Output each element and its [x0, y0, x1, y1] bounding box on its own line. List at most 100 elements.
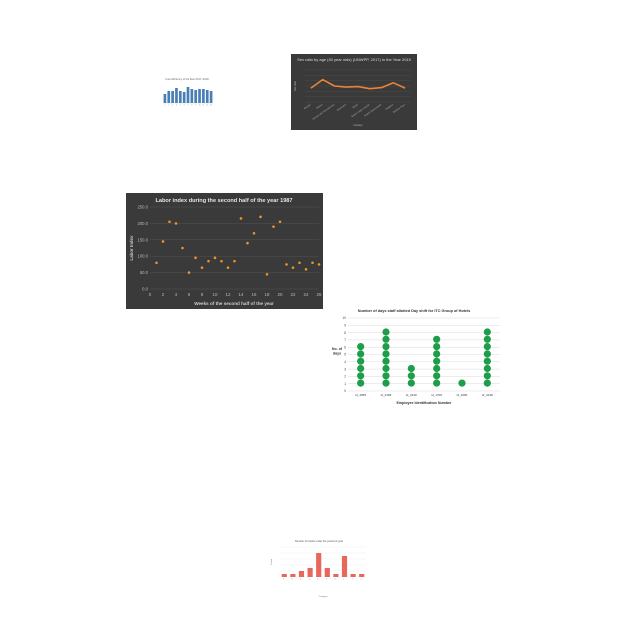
data-point: [317, 263, 321, 266]
y-tick-label: 0.0: [142, 287, 148, 292]
y-tick-label: 5: [344, 353, 346, 357]
bar: [171, 91, 174, 103]
x-tick-label: 4: [176, 105, 177, 107]
chart-fuel-efficiency-svg: Fuel efficiency of the fleet 2017–2018 1 2…: [157, 76, 217, 112]
x-tick-label: id_3055: [355, 393, 366, 397]
chart-title: Labor index during the second half of th…: [155, 198, 292, 204]
chart-fossils: Number of fossils under the period of ye…: [268, 537, 370, 600]
data-point: [207, 259, 210, 263]
chart-labor-index: Labor index during the second half of th…: [126, 193, 323, 309]
data-point: [265, 272, 269, 276]
x-tick-label: 7: [188, 105, 189, 107]
bar: [167, 91, 171, 103]
bar: [198, 89, 201, 103]
bar: [341, 556, 348, 577]
x-tick-label: 12: [206, 105, 208, 107]
data-dot: [357, 379, 365, 387]
data-point: [246, 241, 249, 245]
data-dot: [382, 335, 390, 343]
data-dot: [483, 364, 491, 373]
data-dot: [483, 372, 491, 380]
y-tick-label: 9: [344, 324, 346, 328]
bar: [163, 94, 167, 103]
data-point: [272, 225, 275, 228]
data-point: [226, 266, 230, 269]
bar: [182, 92, 186, 103]
y-axis-label: Labor Index: [129, 235, 134, 260]
y-tick-label: 7: [344, 338, 346, 342]
data-dot: [357, 357, 365, 365]
data-dot: [433, 343, 441, 351]
chart-title: Sex ratio by age (40 year olds) (UNWPP, …: [297, 57, 412, 62]
x-tick-label: Bulgaria: [385, 103, 394, 111]
x-tick-label: Bolivia: [316, 103, 324, 110]
bar: [350, 574, 356, 577]
data-dot: [357, 350, 365, 358]
y-tick-label: 100.0: [138, 254, 149, 259]
x-tick-label: G: [334, 578, 337, 581]
x-tick-label: 10: [213, 292, 218, 297]
data-dot: [433, 379, 441, 387]
data-point: [200, 266, 204, 269]
x-tick-label: 14: [239, 292, 244, 297]
data-dot: [357, 364, 365, 373]
bar: [209, 91, 213, 103]
data-dot: [433, 372, 441, 380]
x-tick-label: 0: [149, 292, 152, 297]
data-dot: [382, 364, 390, 373]
bar: [290, 574, 296, 577]
chart-title: Number of fossils under the period of ye…: [295, 539, 343, 543]
bar: [316, 553, 322, 577]
y-tick-label: 0: [344, 389, 346, 393]
data-dot: [382, 343, 390, 351]
data-point: [298, 261, 301, 265]
x-tick-label: id_1700: [431, 393, 442, 397]
y-axis-label: Sex ratio: [293, 80, 297, 91]
y-tick-label: 4: [344, 360, 346, 364]
bar: [359, 574, 365, 577]
x-tick-label: B: [291, 578, 294, 581]
data-dot: [483, 343, 491, 351]
bar: [281, 574, 287, 577]
chart-fossils-svg: Number of fossils under the period of ye…: [268, 537, 370, 600]
x-tick-label: 26: [317, 292, 322, 297]
bar: [190, 89, 194, 103]
y-axis-label-line: No. of: [332, 347, 343, 351]
chart-title: Number of days staff allotted Day shift …: [358, 309, 470, 313]
x-tick-label: H: [343, 578, 346, 581]
data-dot: [382, 372, 390, 380]
x-tick-label: C: [300, 578, 303, 581]
bar: [175, 88, 178, 103]
data-dot: [382, 357, 390, 365]
data-point: [252, 231, 256, 235]
chart-labor-index-svg: Labor index during the second half of th…: [126, 193, 323, 309]
data-dot: [382, 328, 390, 336]
x-tick-label: 11: [203, 105, 205, 107]
y-tick-label: 50.0: [140, 270, 149, 275]
x-tick-label: 5: [180, 105, 181, 107]
x-tick-label: 4: [175, 292, 178, 297]
data-dot: [433, 364, 441, 373]
x-tick-label: 6: [184, 105, 185, 107]
y-tick-label: 150.0: [138, 237, 149, 242]
x-tick-label: Burkina Faso: [392, 103, 406, 114]
x-tick-label: 3: [172, 105, 173, 107]
data-dot: [483, 328, 491, 336]
data-point: [187, 271, 191, 274]
data-point: [311, 261, 314, 265]
data-dot: [407, 364, 415, 373]
x-tick-label: 10: [199, 105, 201, 107]
x-tick-label: J: [360, 578, 362, 580]
x-tick-label: 22: [291, 292, 296, 297]
bar: [298, 571, 305, 577]
x-tick-label: 1: [164, 105, 165, 107]
x-axis-label: Country: [353, 123, 363, 127]
x-tick-label: 2: [168, 105, 169, 107]
chart-day-shift-svg: Number of days staff allotted Day shift …: [324, 304, 504, 410]
x-tick-label: id_4148: [482, 393, 493, 397]
x-tick-label: 9: [195, 105, 196, 107]
y-tick-label: 250.0: [138, 205, 149, 210]
chart-background: [324, 304, 504, 410]
x-tick-label: F: [326, 578, 329, 581]
y-tick-label: 200.0: [138, 221, 149, 226]
